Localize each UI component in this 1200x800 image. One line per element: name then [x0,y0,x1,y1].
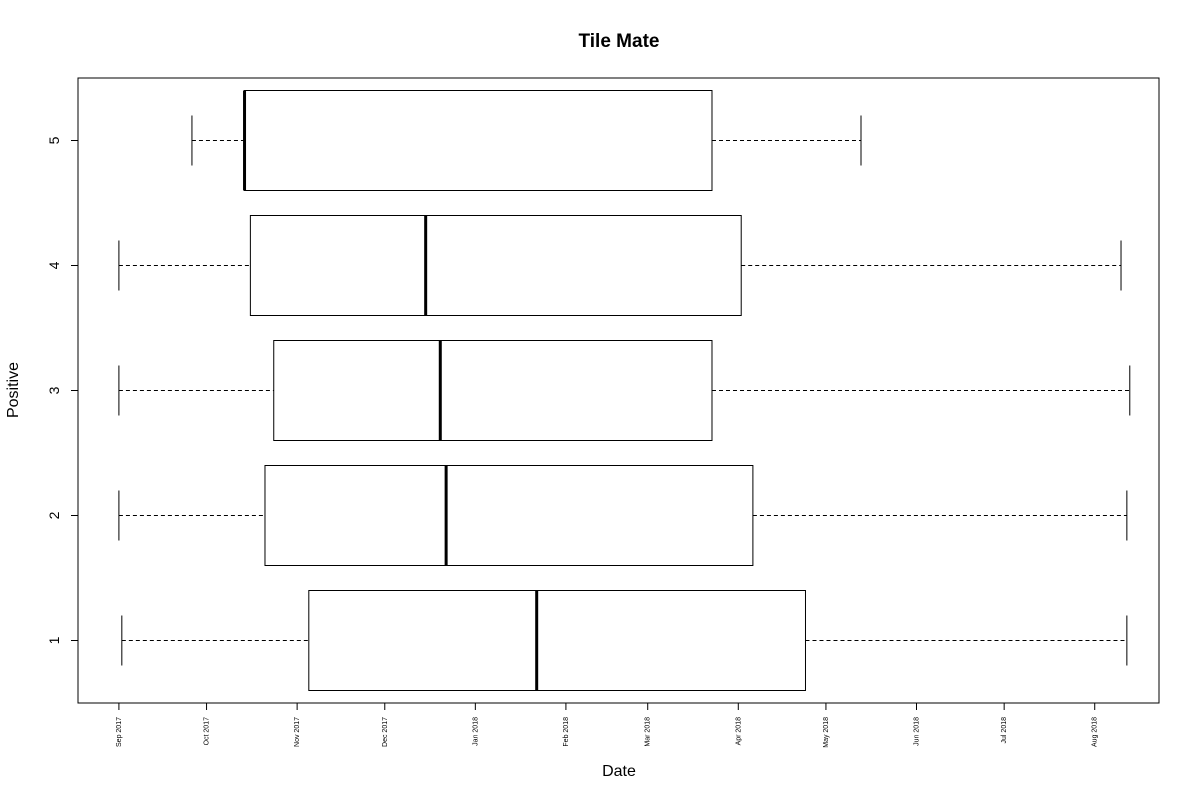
x-axis-label: Date [602,763,636,780]
x-tick-label: Jul 2018 [1001,717,1008,744]
box-iqr [273,340,713,441]
y-axis-label: Positive [5,362,22,418]
y-tick-label: 4 [46,261,62,269]
x-tick-label: Jun 2018 [914,717,921,746]
x-tick-label: May 2018 [823,717,830,748]
x-tick-label: Aug 2018 [1092,717,1099,747]
y-tick-label: 5 [46,136,62,144]
y-tick-label: 2 [46,511,62,519]
box-iqr [308,590,806,691]
y-tick-label: 3 [46,386,62,394]
x-tick-label: Feb 2018 [563,717,570,747]
box-iqr [264,465,754,566]
x-tick-label: Apr 2018 [735,717,742,746]
x-tick-label: Mar 2018 [645,717,652,747]
y-tick-label: 1 [46,636,62,644]
box-group [118,90,1131,691]
box-iqr [249,215,742,316]
box-3 [118,340,1131,441]
x-tick-label: Jan 2018 [472,717,479,746]
box-5 [191,90,862,191]
x-tick-label: Sep 2017 [116,717,123,747]
box-2 [118,465,1128,566]
y-axis: 1 2 3 4 5 [46,136,78,644]
x-axis: Sep 2017 Oct 2017 Nov 2017 Dec 2017 Jan 2018… [116,702,1099,748]
chart-title: Tile Mate [579,31,660,52]
box-1 [121,590,1128,691]
x-tick-label: Oct 2017 [204,717,211,746]
box-4 [118,215,1122,316]
box-iqr [244,90,713,191]
x-tick-label: Nov 2017 [294,717,301,747]
x-tick-label: Dec 2017 [382,717,389,747]
